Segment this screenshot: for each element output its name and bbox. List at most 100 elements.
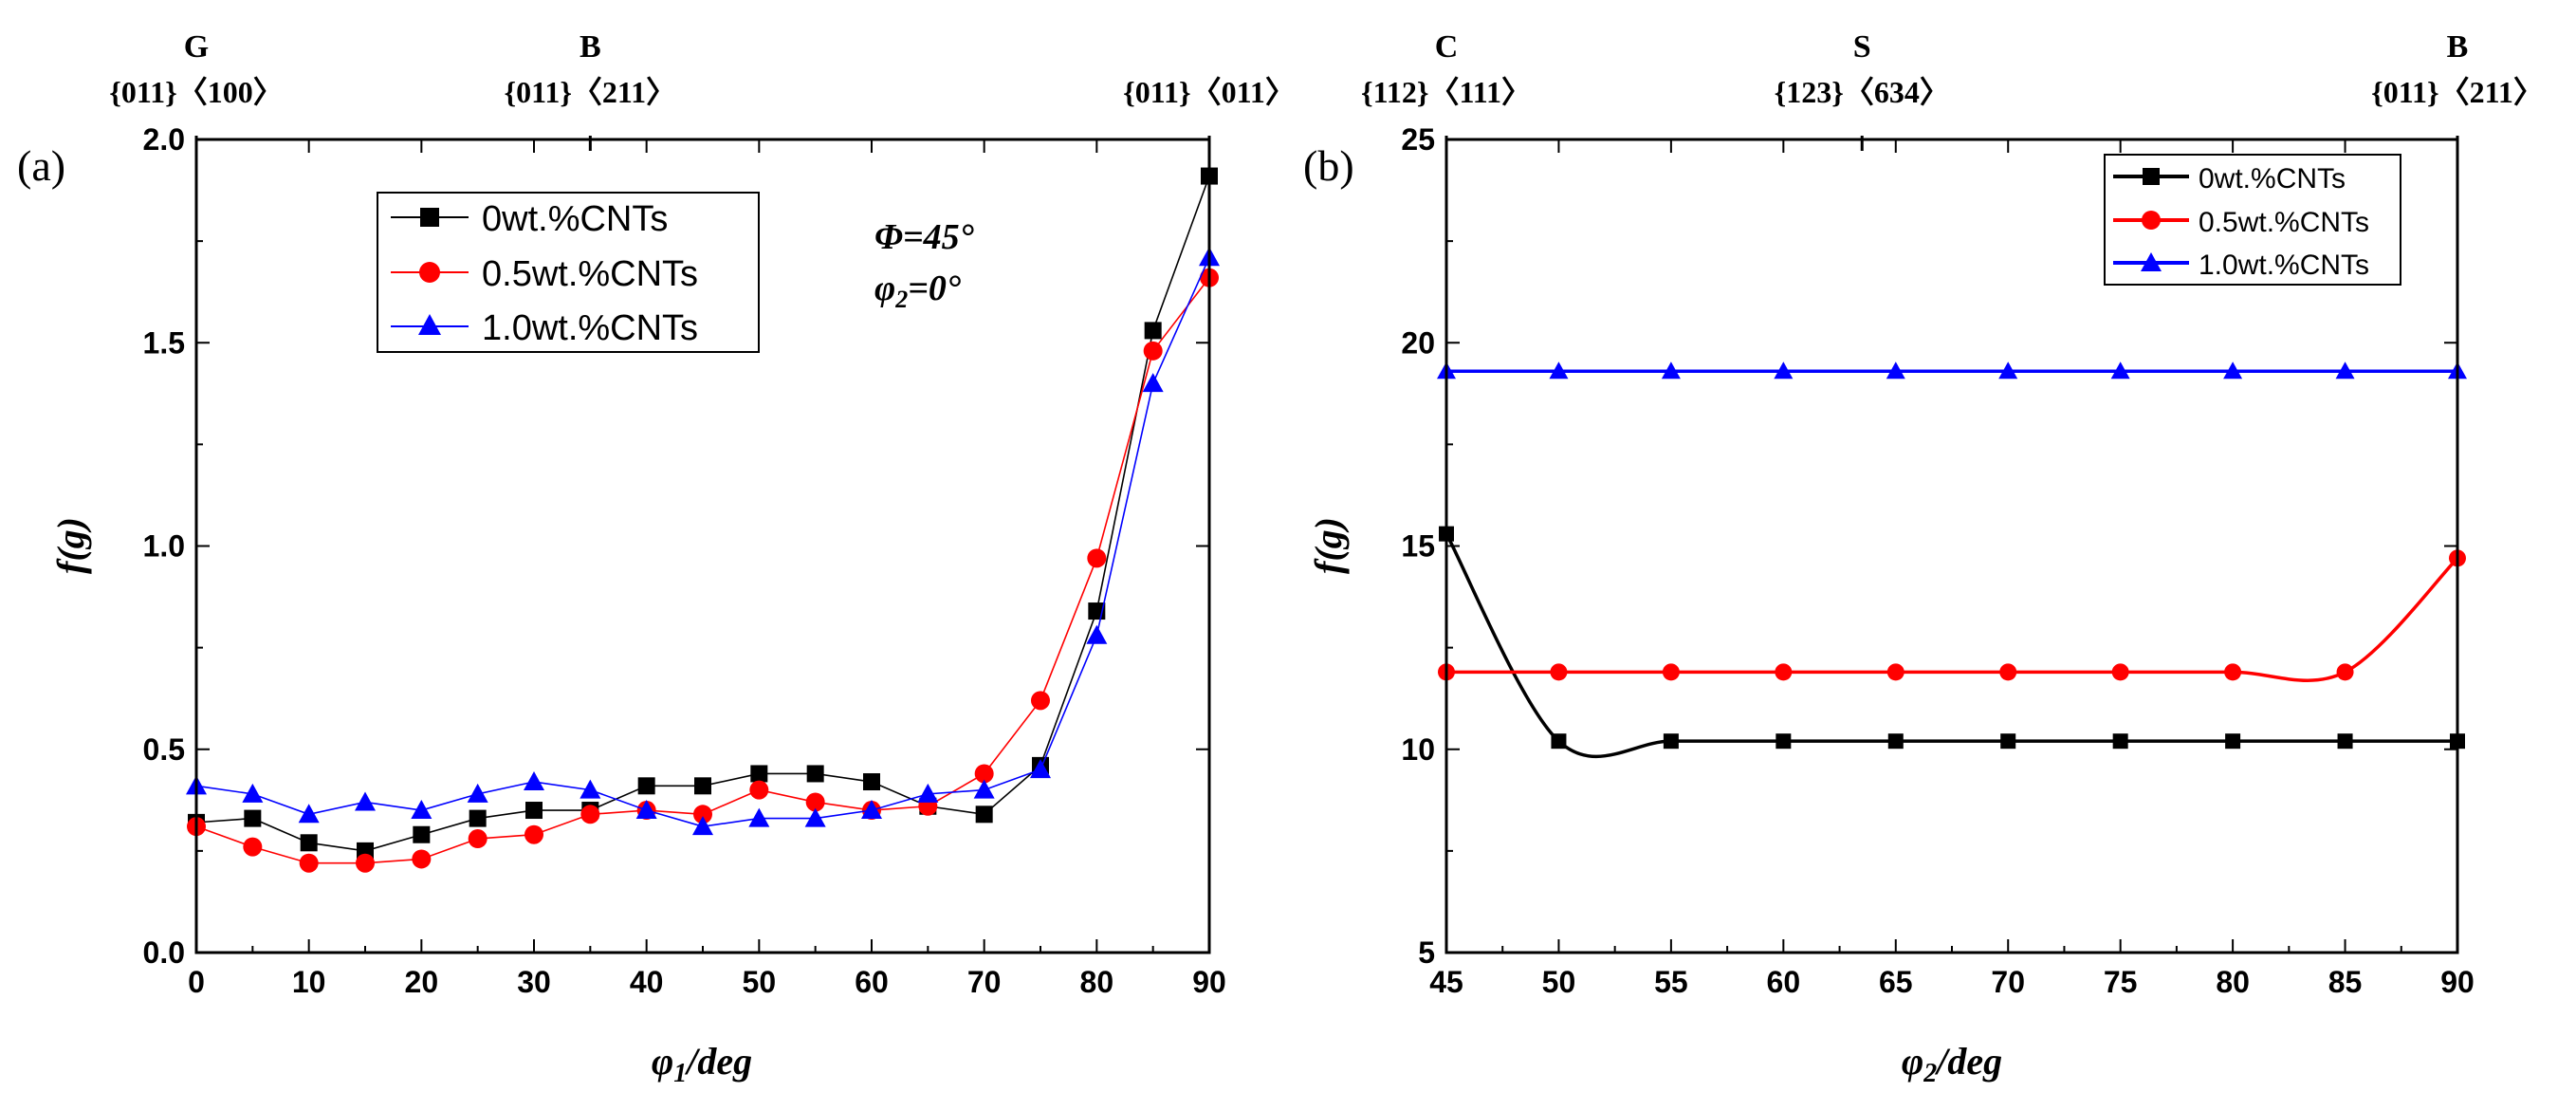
- y-tick-label: 0.5: [143, 732, 185, 767]
- x-tick-label: 10: [292, 965, 326, 999]
- y-tick-label: 10: [1401, 732, 1435, 767]
- legend-entry-10wt: 1.0wt.%CNTs: [391, 308, 698, 348]
- data-point-circle: [580, 805, 600, 824]
- x-tick-label: 55: [1654, 965, 1688, 999]
- data-point-square: [1887, 733, 1904, 750]
- data-point-square: [2000, 733, 2016, 750]
- top-annotation-letter: B: [580, 29, 601, 65]
- data-point-triangle: [804, 807, 826, 827]
- data-point-circle: [1031, 691, 1050, 711]
- legend-entry-0wt: 0wt.%CNTs: [391, 199, 668, 239]
- data-point-triangle: [973, 779, 995, 799]
- x-tick-label: 70: [1991, 965, 2025, 999]
- data-point-circle: [1999, 663, 2017, 681]
- data-point-square: [300, 834, 318, 852]
- data-point-triangle: [580, 779, 601, 799]
- panel-b-series: [1437, 361, 2467, 759]
- y-tick-label: 25: [1401, 122, 1435, 157]
- data-point-triangle: [524, 771, 544, 791]
- panel-a-series: [186, 167, 1220, 873]
- panel-a-plot-frame: [194, 138, 1211, 954]
- x-tick-label: 60: [1767, 965, 1801, 999]
- data-point-circle: [299, 853, 319, 873]
- data-point-triangle: [355, 791, 376, 811]
- data-point-triangle: [1142, 373, 1164, 393]
- top-annotation-indices: {011}〈211〉: [504, 75, 676, 109]
- data-point-circle: [524, 824, 543, 844]
- data-point-circle: [243, 837, 263, 857]
- x-tick-label: 90: [1192, 965, 1226, 999]
- data-point-circle: [468, 829, 488, 849]
- series-0wt.%CNTs: [1439, 526, 2465, 759]
- series-line: [1444, 532, 2457, 759]
- x-tick-label: 60: [855, 965, 889, 999]
- panel-b-top-annotations: C {112}〈111〉 S {123}〈634〉 B {011}〈211〉: [1361, 29, 2544, 151]
- annotation-phi: Φ=45°: [874, 217, 974, 257]
- y-tick-label: 1.0: [143, 529, 185, 564]
- data-point-square: [2112, 733, 2128, 750]
- data-point-circle: [2111, 663, 2129, 681]
- data-point-square: [1663, 733, 1679, 750]
- series-1.0wt.%CNTs: [1437, 361, 2467, 380]
- y-tick-label: 0.0: [143, 935, 185, 970]
- data-point-triangle: [692, 816, 713, 836]
- chart-panel-b: (b) C {112}〈111〉 S {123}〈634〉 B {011}〈211〉 45…: [1303, 29, 2544, 1088]
- data-point-square: [1551, 733, 1567, 750]
- panel-a-tick-labels: 0 10 20 30 40 50 60 70 80 90 0.0 0.5 1.0 1.5 2.0: [143, 122, 1226, 999]
- data-point-square: [413, 825, 431, 843]
- x-tick-label: 45: [1429, 965, 1463, 999]
- top-annotation-indices: {011}〈011〉: [1123, 75, 1296, 109]
- data-point-circle: [974, 764, 994, 784]
- data-point-triangle: [635, 800, 657, 820]
- data-point-square: [1144, 322, 1162, 340]
- y-tick-label: 5: [1418, 935, 1435, 970]
- data-point-triangle: [1774, 361, 1794, 380]
- svg-text:0.5wt.%CNTs: 0.5wt.%CNTs: [482, 254, 698, 294]
- series-1.0wt.%CNTs: [186, 247, 1220, 836]
- data-point-circle: [1886, 663, 1904, 681]
- x-tick-label: 70: [967, 965, 1002, 999]
- y-tick-label: 20: [1401, 325, 1435, 360]
- x-tick-label: 80: [1080, 965, 1114, 999]
- x-tick-label: 85: [2328, 965, 2363, 999]
- data-point-circle: [693, 805, 712, 824]
- data-point-triangle: [242, 783, 264, 803]
- top-annotation-indices: {011}〈100〉: [109, 75, 283, 109]
- data-point-triangle: [411, 800, 432, 820]
- chart-panel-a: (a) G {011}〈100〉 B {011}〈211〉 {011}〈011〉 0 10…: [17, 29, 1296, 1088]
- data-point-triangle: [917, 783, 939, 803]
- data-point-square: [1776, 733, 1792, 750]
- data-point-triangle: [1886, 361, 1905, 380]
- data-point-circle: [1550, 663, 1568, 681]
- data-point-circle: [2224, 663, 2242, 681]
- annotation-phi2: φ2=0°: [874, 268, 961, 313]
- data-point-circle: [1087, 548, 1107, 568]
- legend-entry-05wt: 0.5wt.%CNTs: [2113, 207, 2369, 238]
- data-point-triangle: [1998, 361, 2018, 380]
- legend-entry-0wt: 0wt.%CNTs: [2113, 163, 2346, 194]
- y-tick-label: 15: [1401, 529, 1435, 564]
- svg-text:1.0wt.%CNTs: 1.0wt.%CNTs: [2199, 250, 2369, 281]
- x-tick-label: 50: [743, 965, 777, 999]
- data-point-triangle: [467, 783, 488, 803]
- top-annotation-letter: S: [1853, 29, 1871, 65]
- series-0.5wt.%CNTs: [1438, 549, 2466, 682]
- data-point-triangle: [748, 807, 770, 827]
- panel-b-y-axis-label: f(g): [1307, 517, 1350, 574]
- data-point-triangle: [861, 800, 882, 820]
- data-point-square: [975, 805, 993, 824]
- data-point-square: [806, 765, 824, 783]
- top-annotation-indices: {011}〈211〉: [2371, 75, 2544, 109]
- legend-entry-10wt: 1.0wt.%CNTs: [2113, 250, 2369, 281]
- svg-text:0.5wt.%CNTs: 0.5wt.%CNTs: [2199, 207, 2369, 238]
- data-point-square: [469, 809, 487, 827]
- data-point-triangle: [2335, 361, 2355, 380]
- top-annotation-indices: {112}〈111〉: [1361, 75, 1532, 109]
- data-point-circle: [1143, 341, 1163, 361]
- y-tick-label: 1.5: [143, 325, 185, 360]
- data-point-circle: [749, 780, 769, 800]
- x-tick-label: 90: [2440, 965, 2475, 999]
- panel-a-label: (a): [17, 141, 65, 190]
- panel-b-tick-labels: 45 50 55 60 65 70 75 80 85 90 5 10 15 20 25: [1401, 122, 2474, 999]
